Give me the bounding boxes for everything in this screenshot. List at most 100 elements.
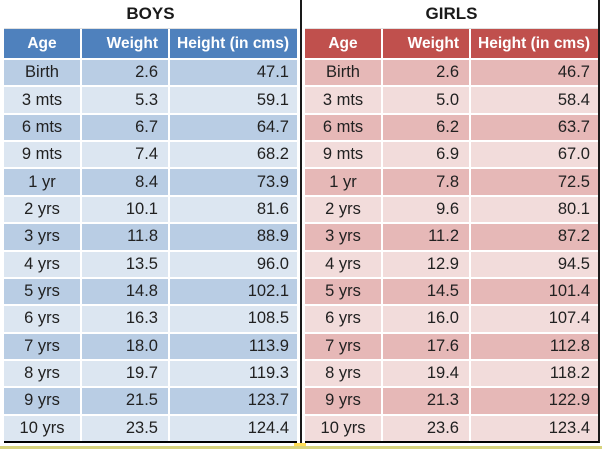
table-row: 1 yr 7.8 72.5 xyxy=(305,167,598,195)
age-cell: 8 yrs xyxy=(305,360,383,387)
age-cell: 9 mts xyxy=(4,142,82,168)
table-row: 2 yrs 10.1 81.6 xyxy=(4,194,297,223)
weight-cell: 14.8 xyxy=(82,278,170,305)
weight-cell: 18.0 xyxy=(82,333,170,359)
height-cell: 87.2 xyxy=(557,227,590,246)
height-cell: 58.4 xyxy=(557,90,590,109)
weight-cell: 14.5 xyxy=(383,278,471,305)
table-row: 9 mts 7.4 68.2 xyxy=(4,140,297,168)
table-row: 8 yrs 19.7 119.3 xyxy=(4,358,297,387)
bottom-stripe xyxy=(0,446,602,449)
height-cell: 88.9 xyxy=(256,227,289,246)
age-cell: 10 yrs xyxy=(4,415,82,442)
weight-cell: 13.5 xyxy=(82,251,170,277)
boys-header-row: Age Weight Height (in cms) xyxy=(4,29,297,58)
height-cell: 59.1 xyxy=(256,90,289,109)
height-cell: 107.4 xyxy=(548,309,590,328)
girls-header-row: Age Weight Height (in cms) xyxy=(305,29,598,58)
age-cell: 1 yr xyxy=(305,169,383,195)
table-row: 6 mts 6.7 64.7 xyxy=(4,112,297,141)
table-row: 4 yrs 12.9 94.5 xyxy=(305,249,598,277)
table-row: 2 yrs 9.6 80.1 xyxy=(305,194,598,223)
age-cell: 9 yrs xyxy=(305,388,383,414)
boys-title: BOYS xyxy=(4,0,297,29)
height-cell: 113.9 xyxy=(248,336,289,355)
weight-cell: 7.8 xyxy=(383,169,471,195)
girls-title: GIRLS xyxy=(305,0,598,29)
table-row: 5 yrs 14.8 102.1 xyxy=(4,276,297,305)
weight-cell: 11.2 xyxy=(383,224,471,250)
age-cell: 6 mts xyxy=(305,114,383,141)
table-row: 7 yrs 18.0 113.9 xyxy=(4,331,297,359)
weight-cell: 11.8 xyxy=(82,224,170,250)
height-cell: 102.1 xyxy=(247,282,289,301)
age-cell: 1 yr xyxy=(4,169,82,195)
girls-weight-header: Weight xyxy=(383,29,471,58)
table-row: 6 mts 6.2 63.7 xyxy=(305,112,598,141)
weight-cell: 10.1 xyxy=(82,196,170,223)
table-row: 3 yrs 11.2 87.2 xyxy=(305,222,598,250)
age-cell: 3 yrs xyxy=(4,224,82,250)
weight-cell: 2.6 xyxy=(383,60,471,86)
weight-cell: 21.3 xyxy=(383,388,471,414)
boys-age-header: Age xyxy=(4,29,82,58)
height-cell: 123.4 xyxy=(548,418,590,437)
age-cell: 2 yrs xyxy=(305,196,383,223)
age-cell: 5 yrs xyxy=(305,278,383,305)
weight-cell: 17.6 xyxy=(383,333,471,359)
table-row: 1 yr 8.4 73.9 xyxy=(4,167,297,195)
weight-cell: 16.3 xyxy=(82,306,170,332)
table-row: 6 yrs 16.0 107.4 xyxy=(305,304,598,332)
table-row: 6 yrs 16.3 108.5 xyxy=(4,304,297,332)
girls-table: GIRLS Age Weight Height (in cms) Birth 2.… xyxy=(305,0,600,443)
boys-weight-header: Weight xyxy=(82,29,170,58)
height-cell: 73.9 xyxy=(256,172,289,191)
weight-cell: 19.4 xyxy=(383,360,471,387)
weight-cell: 16.0 xyxy=(383,306,471,332)
girls-rows: Birth 2.6 46.7 3 mts 5.0 58.4 6 mts 6.2 63.7 9 mt… xyxy=(305,58,598,442)
table-row: 10 yrs 23.5 124.4 xyxy=(4,413,297,442)
age-cell: 3 mts xyxy=(4,87,82,113)
height-cell: 122.9 xyxy=(548,391,590,410)
age-cell: 10 yrs xyxy=(305,415,383,442)
weight-cell: 12.9 xyxy=(383,251,471,277)
age-cell: 6 mts xyxy=(4,114,82,141)
height-cell: 108.5 xyxy=(247,309,289,328)
height-cell: 94.5 xyxy=(557,254,590,273)
weight-cell: 8.4 xyxy=(82,169,170,195)
age-cell: 9 yrs xyxy=(4,388,82,414)
table-divider xyxy=(300,0,302,443)
age-cell: 2 yrs xyxy=(4,196,82,223)
weight-cell: 23.5 xyxy=(82,415,170,442)
weight-cell: 6.7 xyxy=(82,114,170,141)
age-cell: Birth xyxy=(4,60,82,86)
age-cell: Birth xyxy=(305,60,383,86)
boys-height-header: Height (in cms) xyxy=(177,34,289,52)
height-cell: 80.1 xyxy=(557,199,590,218)
age-cell: 3 mts xyxy=(305,87,383,113)
girls-age-header: Age xyxy=(305,29,383,58)
table-row: 10 yrs 23.6 123.4 xyxy=(305,413,598,442)
table-row: Birth 2.6 46.7 xyxy=(305,58,598,86)
height-cell: 47.1 xyxy=(256,63,289,82)
height-cell: 72.5 xyxy=(557,172,590,191)
girls-height-header: Height (in cms) xyxy=(478,34,590,52)
height-cell: 118.2 xyxy=(549,364,590,383)
height-cell: 81.6 xyxy=(256,199,289,218)
table-row: 4 yrs 13.5 96.0 xyxy=(4,249,297,277)
age-cell: 4 yrs xyxy=(305,251,383,277)
weight-cell: 6.9 xyxy=(383,142,471,168)
table-row: 3 mts 5.3 59.1 xyxy=(4,85,297,113)
weight-cell: 19.7 xyxy=(82,360,170,387)
height-cell: 96.0 xyxy=(256,254,289,273)
weight-cell: 5.0 xyxy=(383,87,471,113)
table-row: 5 yrs 14.5 101.4 xyxy=(305,276,598,305)
weight-cell: 5.3 xyxy=(82,87,170,113)
age-cell: 5 yrs xyxy=(4,278,82,305)
height-cell: 64.7 xyxy=(256,117,289,136)
age-cell: 4 yrs xyxy=(4,251,82,277)
height-cell: 112.8 xyxy=(549,336,590,355)
height-cell: 63.7 xyxy=(557,117,590,136)
boys-rows: Birth 2.6 47.1 3 mts 5.3 59.1 6 mts 6.7 64.7 9 mt… xyxy=(4,58,297,442)
